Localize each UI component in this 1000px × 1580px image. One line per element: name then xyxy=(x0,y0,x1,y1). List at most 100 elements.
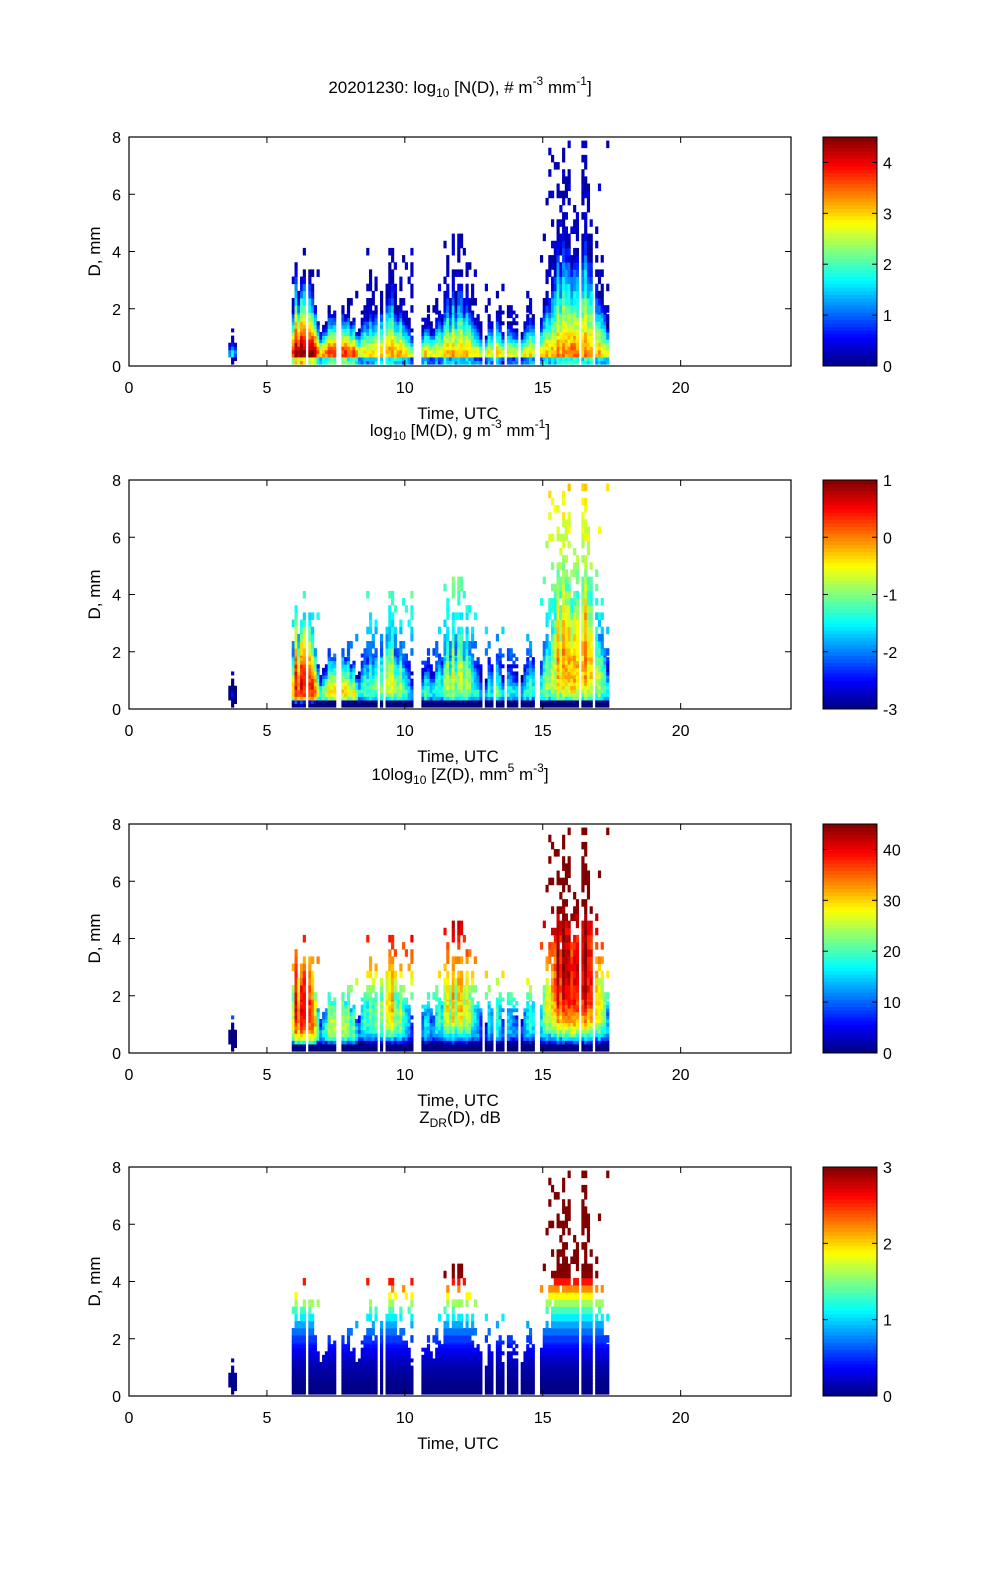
heatmap-cell xyxy=(523,703,527,708)
heatmap-cell xyxy=(471,977,475,986)
heatmap-cell xyxy=(344,657,348,662)
heatmap-cell xyxy=(484,696,488,701)
heatmap-cell xyxy=(451,678,455,683)
heatmap-cell xyxy=(595,298,599,306)
heatmap-cell xyxy=(559,247,563,256)
heatmap-cell xyxy=(523,357,527,362)
heatmap-cell xyxy=(294,696,298,701)
heatmap-cell xyxy=(564,176,568,184)
heatmap-cell xyxy=(291,1004,295,1009)
heatmap-cell xyxy=(553,598,557,606)
heatmap-cell xyxy=(344,360,348,365)
heatmap-cell xyxy=(589,233,593,242)
heatmap-cell xyxy=(600,298,604,306)
heatmap-cell xyxy=(327,1029,331,1034)
heatmap-cell xyxy=(551,335,555,340)
heatmap-cell xyxy=(575,678,580,683)
heatmap-cell xyxy=(380,1022,384,1027)
heatmap-cell xyxy=(322,1047,326,1052)
heatmap-cell xyxy=(484,1033,488,1038)
heatmap-cell xyxy=(437,1019,442,1023)
heatmap-cell xyxy=(231,678,235,683)
heatmap-cell xyxy=(300,985,304,993)
heatmap-cell xyxy=(542,703,546,708)
heatmap-cell xyxy=(501,678,505,683)
heatmap-cell xyxy=(324,342,328,347)
heatmap-cell xyxy=(551,641,555,649)
heatmap-cell xyxy=(564,657,568,662)
heatmap-cell xyxy=(575,339,580,344)
heatmap-cell xyxy=(476,1036,480,1041)
heatmap-cell xyxy=(603,660,607,665)
heatmap-cell xyxy=(291,1011,295,1016)
heatmap-cell xyxy=(573,667,577,672)
heatmap-cell xyxy=(294,321,298,326)
heatmap-cell xyxy=(385,1008,389,1013)
heatmap-cell xyxy=(586,700,591,705)
heatmap-cell xyxy=(391,1026,395,1031)
heatmap-cell xyxy=(407,1047,411,1052)
heatmap-cell xyxy=(300,703,304,708)
heatmap-cell xyxy=(570,314,574,319)
heatmap-cell xyxy=(443,648,447,656)
heatmap-cell xyxy=(570,685,574,690)
heatmap-cell xyxy=(440,1036,444,1041)
heatmap-cell xyxy=(581,154,585,163)
heatmap-cell xyxy=(396,1026,400,1031)
heatmap-cell xyxy=(388,612,392,620)
heatmap-cell xyxy=(319,349,323,354)
heatmap-cell xyxy=(490,1019,494,1023)
colorbar-segment xyxy=(823,251,877,256)
heatmap-cell xyxy=(589,700,593,705)
heatmap-cell xyxy=(297,675,301,679)
heatmap-cell xyxy=(388,667,392,672)
heatmap-cell xyxy=(302,298,306,306)
heatmap-cell xyxy=(410,956,414,964)
heatmap-cell xyxy=(324,685,328,690)
heatmap-cell xyxy=(515,703,519,708)
heatmap-cell xyxy=(355,633,359,642)
heatmap-cell xyxy=(573,339,577,344)
heatmap-cell xyxy=(454,353,458,358)
heatmap-cell xyxy=(380,357,384,362)
heatmap-cell xyxy=(553,349,557,354)
heatmap-cell xyxy=(476,1044,480,1049)
heatmap-cell xyxy=(573,569,577,578)
heatmap-cell xyxy=(308,619,312,628)
heatmap-cell xyxy=(435,342,439,347)
heatmap-cell xyxy=(462,657,466,662)
heatmap-cell xyxy=(562,696,566,701)
colorbar-segment xyxy=(823,276,877,281)
colorbar-segment xyxy=(823,608,877,613)
heatmap-cell xyxy=(297,682,301,687)
heatmap-cell xyxy=(316,682,320,687)
heatmap-cell xyxy=(341,328,345,333)
heatmap-cell xyxy=(380,648,384,656)
heatmap-cell xyxy=(495,1008,500,1013)
heatmap-cell xyxy=(352,1033,356,1038)
heatmap-cell xyxy=(545,696,549,701)
heatmap-cell xyxy=(368,324,373,329)
heatmap-cell xyxy=(589,633,593,642)
heatmap-cell xyxy=(460,324,464,329)
heatmap-cell xyxy=(556,321,560,326)
heatmap-cell xyxy=(564,226,568,235)
heatmap-cell xyxy=(385,1036,389,1041)
heatmap-cell xyxy=(327,353,331,358)
heatmap-cell xyxy=(468,675,472,679)
heatmap-cell xyxy=(562,212,566,220)
heatmap-cell xyxy=(393,1008,397,1013)
heatmap-cell xyxy=(357,696,362,701)
heatmap-cell xyxy=(429,678,433,683)
heatmap-cell xyxy=(366,934,370,943)
heatmap-cell xyxy=(319,703,323,708)
heatmap-cell xyxy=(501,700,505,705)
heatmap-cell xyxy=(327,1004,331,1009)
heatmap-cell xyxy=(603,346,607,351)
heatmap-cell xyxy=(360,678,364,683)
heatmap-cell xyxy=(586,689,591,694)
heatmap-cell xyxy=(402,357,406,362)
heatmap-cell xyxy=(603,664,607,669)
heatmap-cell xyxy=(551,357,555,362)
heatmap-cell xyxy=(404,1040,408,1045)
